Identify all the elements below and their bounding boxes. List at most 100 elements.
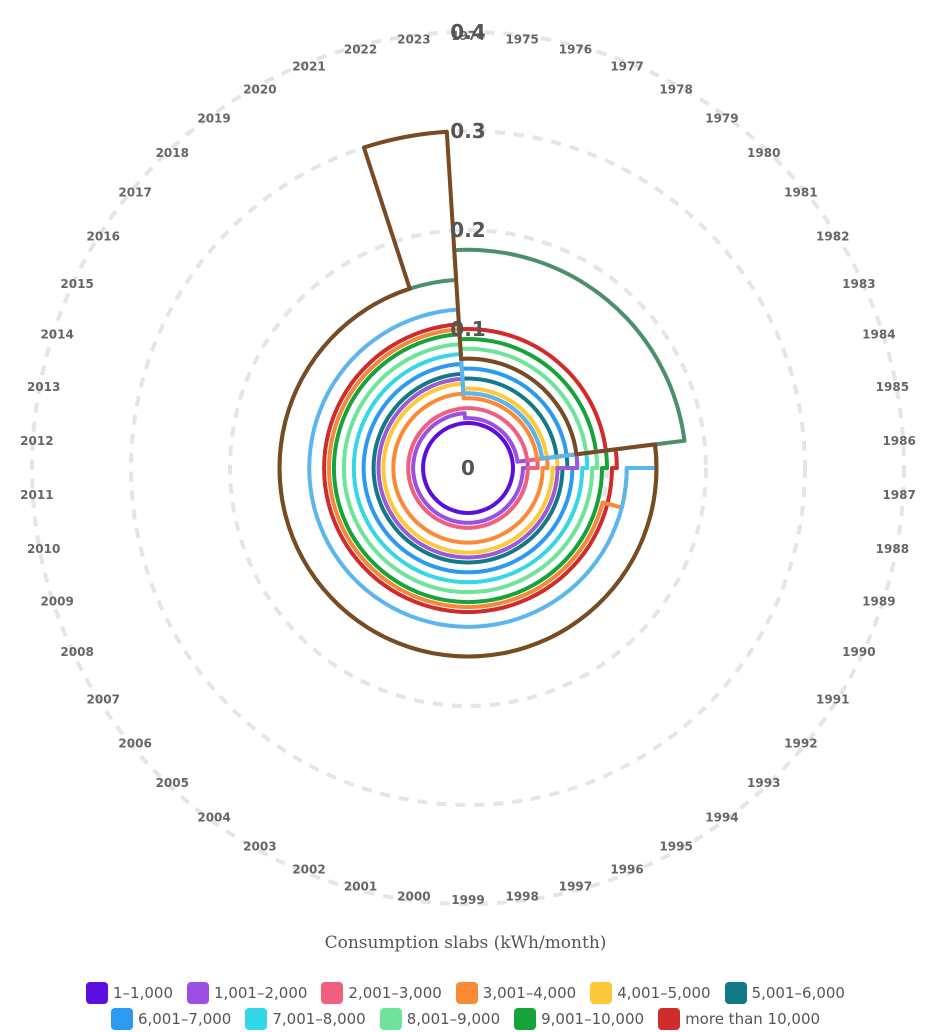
legend-swatch [86,982,109,1004]
year-label: 2007 [87,692,120,706]
year-label: 1975 [505,32,538,46]
series-layer [277,129,687,659]
series-outline [391,391,550,545]
legend-item[interactable]: 2,001–3,000 [321,982,442,1004]
legend-swatch [187,982,210,1004]
year-label: 2014 [40,328,73,342]
legend-row: 1–1,000 1,001–2,000 2,001–3,000 3,001–4,000… [0,980,931,1006]
legend-label: 9,001–10,000 [541,1010,645,1028]
legend-label: 4,001–5,000 [617,984,711,1002]
year-label: 1981 [784,186,817,200]
series-outline [421,421,515,515]
year-label: 1999 [451,893,484,907]
series-outline [361,361,580,575]
legend-item[interactable]: more than 10,000 [658,1008,820,1030]
radial-chart: 1974 1975 1976 1977 1978 1979 1980 1981 1982 1983… [20,20,916,907]
radial-tick-label: 0.1 [450,317,485,341]
legend-swatch [590,982,613,1004]
year-label: 2012 [20,434,53,448]
legend-item[interactable]: 9,001–10,000 [514,1008,644,1030]
legend-label: more than 10,000 [685,1010,821,1028]
year-label: 1984 [862,328,895,342]
legend-swatch [514,1008,537,1030]
year-label: 1989 [862,594,895,608]
year-label: 2006 [118,736,151,750]
year-label: 2008 [60,645,93,659]
radial-tick-labels: 0 0.1 0.2 0.3 0.4 [450,20,485,480]
year-label: 1988 [876,542,909,556]
year-label: 2011 [20,488,53,502]
legend-row: 6,001–7,000 7,001–8,000 8,001–9,000 9,001–1… [0,1006,931,1032]
series-outline [411,411,530,525]
year-label: 2021 [292,59,325,73]
series-outline [307,307,659,629]
series-outline [331,332,609,605]
series-outline [277,247,687,659]
year-label: 2000 [397,890,430,904]
series-outline [371,371,570,565]
legend-item[interactable]: 5,001–6,000 [724,982,845,1004]
legend-item[interactable]: 7,001–8,000 [245,1008,366,1030]
year-label: 2018 [156,146,189,160]
year-label: 1980 [747,146,780,160]
year-label: 2019 [197,112,230,126]
year-label: 1995 [659,840,692,854]
year-label: 2023 [397,32,430,46]
year-label: 1978 [659,82,692,96]
legend-label: 6,001–7,000 [137,1010,232,1028]
year-label: 1977 [610,59,643,73]
year-label: 2003 [243,840,276,854]
legend-swatch [110,1008,133,1030]
year-labels: 1974 1975 1976 1977 1978 1979 1980 1981 1982 1983… [20,29,916,907]
radial-tick-label: 0.4 [450,20,485,44]
legend-swatch [724,982,747,1004]
year-label: 1979 [705,112,738,126]
legend-label: 2,001–3,000 [348,984,442,1002]
year-label: 1987 [882,488,915,502]
grid-ring [228,228,708,708]
legend-item[interactable]: 3,001–4,000 [455,982,577,1004]
legend-item[interactable]: 1–1,000 [86,982,173,1004]
year-label: 1982 [816,230,849,244]
year-label: 2004 [197,810,230,824]
legend-label: 5,001–6,000 [751,984,845,1002]
year-label: 1996 [610,863,643,877]
year-label: 1985 [876,380,909,394]
legend: 1–1,000 1,001–2,000 2,001–3,000 3,001–4,000… [0,980,931,1032]
legend-swatch [455,982,478,1004]
legend-label: 1–1,000 [113,984,174,1002]
series-outline [406,406,540,530]
legend-item[interactable]: 1,001–2,000 [187,982,307,1004]
series-outline [277,129,659,659]
legend-label: 1,001–2,000 [214,984,308,1002]
year-label: 1997 [559,879,592,893]
year-label: 1983 [842,277,875,291]
year-label: 2022 [344,43,377,57]
year-label: 1990 [842,645,875,659]
series-outline [381,381,560,555]
year-label: 2009 [40,594,73,608]
year-label: 1998 [505,890,538,904]
year-label: 1993 [747,776,780,790]
year-label: 1976 [559,43,592,57]
year-label: 1992 [784,736,817,750]
year-label: 2005 [156,776,189,790]
legend-swatch [245,1008,268,1030]
year-label: 1986 [882,434,915,448]
radial-tick-label: 0.2 [450,218,485,242]
legend-title: Consumption slabs (kWh/month) [324,933,607,953]
grid-ring [129,129,807,807]
radial-tick-label: 0 [461,456,475,480]
legend-label: 8,001–9,000 [406,1010,501,1028]
year-label: 2013 [27,380,60,394]
year-label: 1994 [705,810,738,824]
legend-swatch [379,1008,402,1030]
legend-swatch [321,982,344,1004]
legend-item[interactable]: 4,001–5,000 [590,982,711,1004]
series-outline [322,322,619,614]
legend-item[interactable]: 8,001–9,000 [379,1008,501,1030]
year-label: 2001 [344,879,377,893]
year-label: 2002 [292,863,325,877]
legend-label: 3,001–4,000 [482,984,577,1002]
legend-item[interactable]: 6,001–7,000 [110,1008,232,1030]
